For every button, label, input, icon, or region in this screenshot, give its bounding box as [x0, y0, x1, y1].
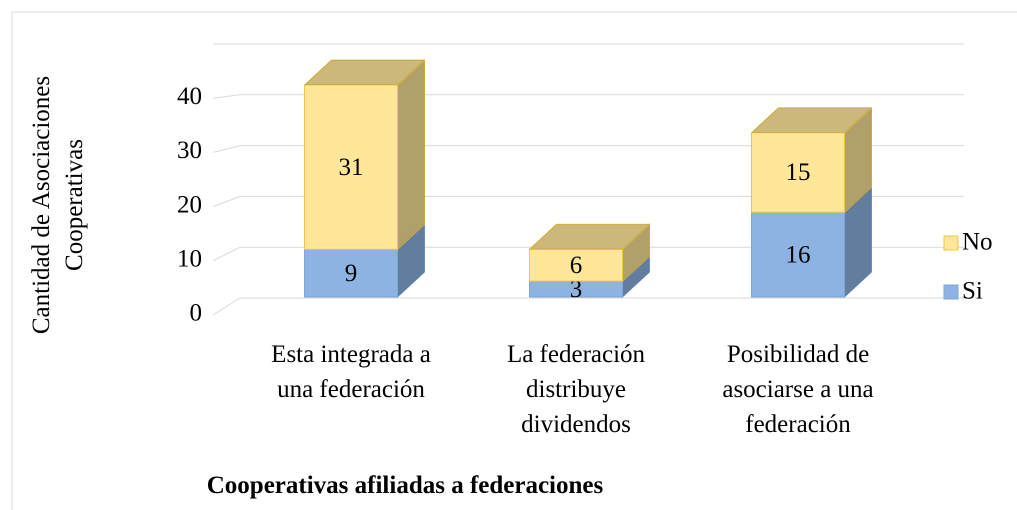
bar-side-shade [844, 187, 872, 297]
bar-top [303, 59, 426, 86]
y-axis-label: Cantidad de Asociaciones Cooperativas [28, 75, 88, 335]
data-label: 31 [339, 154, 364, 181]
legend-swatch [943, 235, 959, 251]
legend-label: No [962, 229, 993, 256]
bar [529, 248, 623, 282]
x-tick-label: La federación distribuye dividendos [506, 341, 646, 438]
bar-side-shade [397, 224, 425, 297]
grid-floor-line [212, 145, 241, 153]
data-label: 6 [570, 252, 583, 279]
bar-top-shade [529, 224, 650, 250]
data-label: 15 [786, 159, 811, 186]
legend-label: Si [962, 278, 983, 305]
y-tick-label: 20 [177, 191, 202, 218]
data-label: 16 [786, 241, 811, 268]
bar-side-shade [622, 224, 650, 282]
bar-side-shade [397, 60, 425, 250]
x-tick-label: Esta integrada a una federación [271, 341, 431, 403]
y-tick-label: 10 [177, 246, 202, 273]
bar-side-shade [844, 107, 872, 213]
grid-floor-line [212, 297, 241, 316]
x-tick-label: Posibilidad de asociarse a una federació… [722, 341, 874, 438]
bar [751, 211, 845, 298]
bar-top-shade [751, 107, 872, 133]
bar-top [750, 107, 873, 134]
data-label: 3 [570, 276, 583, 303]
grid-floor-line [212, 94, 241, 99]
grid-floor-line [212, 246, 241, 262]
y-tick-label: 40 [177, 83, 202, 110]
bar [304, 248, 398, 298]
chart-title: Cooperativas afiliadas a federaciones [206, 472, 604, 499]
bar-side-shade [622, 256, 650, 297]
grid-floor-line [212, 195, 241, 208]
data-label: 9 [345, 260, 358, 287]
y-tick-label: 0 [190, 300, 203, 327]
bar-top [528, 223, 651, 250]
legend-swatch [943, 284, 959, 300]
bar-top-shade [304, 60, 425, 85]
y-tick-label: 30 [177, 137, 202, 164]
